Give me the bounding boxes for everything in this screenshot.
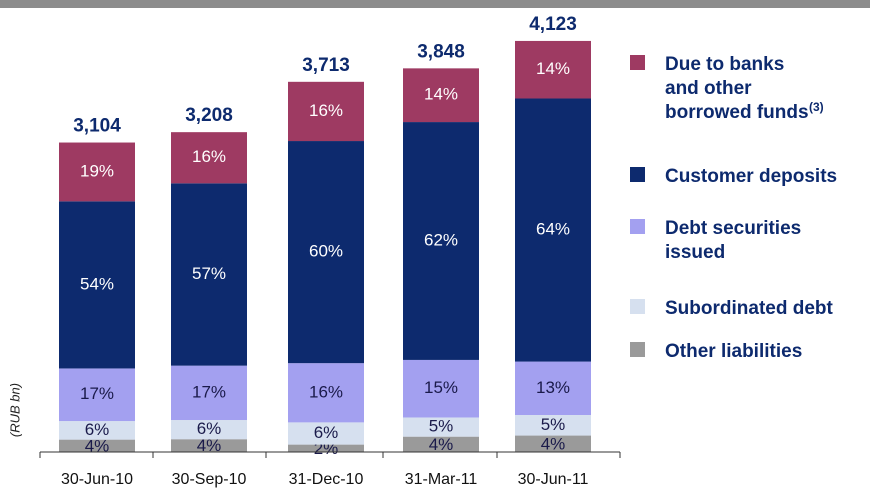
legend-text: Subordinated debt: [665, 297, 833, 321]
bar-segment: [171, 420, 247, 440]
segment-label: 14%: [424, 85, 458, 104]
segment-label: 4%: [197, 436, 222, 455]
bar-segment: [59, 368, 135, 422]
segment-label: 6%: [197, 419, 222, 438]
bar-segment: [59, 201, 135, 369]
bar-segment: [403, 359, 479, 418]
legend-label: Subordinated debt: [665, 298, 833, 319]
total-label: 3,713: [302, 55, 350, 76]
legend-text: Debt securities issued: [665, 217, 855, 265]
segment-label: 6%: [85, 420, 110, 439]
bar-segment: [403, 417, 479, 437]
segment-label: 5%: [429, 417, 454, 436]
segment-label: 60%: [309, 242, 343, 261]
bar-segment: [171, 365, 247, 421]
segment-label: 4%: [429, 435, 454, 454]
bar-segment: [288, 422, 364, 445]
bar-segment: [288, 444, 364, 452]
bar-segment: [59, 421, 135, 440]
legend-swatch: [630, 55, 645, 70]
total-label: 4,123: [529, 14, 577, 35]
bar-segment: [515, 415, 591, 436]
segment-label: 64%: [536, 220, 570, 239]
bar-segment: [59, 142, 135, 202]
segment-label: 16%: [309, 101, 343, 120]
segment-label: 57%: [192, 264, 226, 283]
bar-segment: [171, 132, 247, 184]
total-label: 3,208: [185, 105, 233, 126]
top-rule: [0, 0, 870, 8]
bar-segment: [288, 363, 364, 423]
segment-label: 14%: [536, 59, 570, 78]
total-label: 3,848: [417, 41, 465, 62]
segment-label: 5%: [541, 415, 566, 434]
legend-swatch: [630, 342, 645, 357]
bar-segment: [403, 122, 479, 360]
legend-label: Debt securities issued: [665, 218, 802, 263]
legend-text: Customer deposits: [665, 165, 837, 189]
x-tick-label: 31-Dec-10: [289, 471, 364, 488]
segment-label: 4%: [541, 434, 566, 453]
segment-label: 17%: [192, 382, 226, 401]
legend-label: Customer deposits: [665, 166, 838, 187]
bar-segment: [171, 183, 247, 366]
legend-footnote: (3): [809, 99, 824, 114]
bar-segment: [171, 439, 247, 452]
total-label: 3,104: [73, 116, 121, 137]
legend-text: Other liabilities: [665, 340, 802, 364]
legend-label: Other liabilities: [665, 341, 803, 362]
bar-segment: [288, 81, 364, 142]
legend-swatch: [630, 299, 645, 314]
y-axis-label: (RUB bn): [7, 383, 22, 437]
segment-label: 16%: [192, 147, 226, 166]
bar-segment: [515, 435, 591, 452]
bar-segment: [403, 68, 479, 123]
x-tick-label: 30-Jun-10: [61, 471, 133, 488]
segment-label: 16%: [309, 382, 343, 401]
segment-label: 17%: [80, 384, 114, 403]
segment-label: 19%: [80, 161, 114, 180]
segment-label: 54%: [80, 274, 114, 293]
legend-swatch: [630, 219, 645, 234]
segment-label: 15%: [424, 378, 458, 397]
bar-segment: [403, 436, 479, 452]
legend-label: Due to banks and other borrowed funds: [665, 54, 809, 123]
x-tick-label: 31-Mar-11: [405, 471, 478, 488]
segment-label: 13%: [536, 378, 570, 397]
bar-segment: [515, 361, 591, 416]
legend-text: Due to banks and other borrowed funds(3): [665, 53, 824, 125]
segment-label: 62%: [424, 230, 458, 249]
bar-segment: [515, 40, 591, 99]
segment-label: 4%: [85, 436, 110, 455]
x-tick-label: 30-Jun-11: [518, 471, 589, 488]
bar-segment: [59, 439, 135, 452]
bar-segment: [288, 141, 364, 364]
bar-segment: [515, 98, 591, 362]
legend-swatch: [630, 167, 645, 182]
x-tick-label: 30-Sep-10: [172, 471, 247, 488]
segment-label: 6%: [314, 423, 339, 442]
